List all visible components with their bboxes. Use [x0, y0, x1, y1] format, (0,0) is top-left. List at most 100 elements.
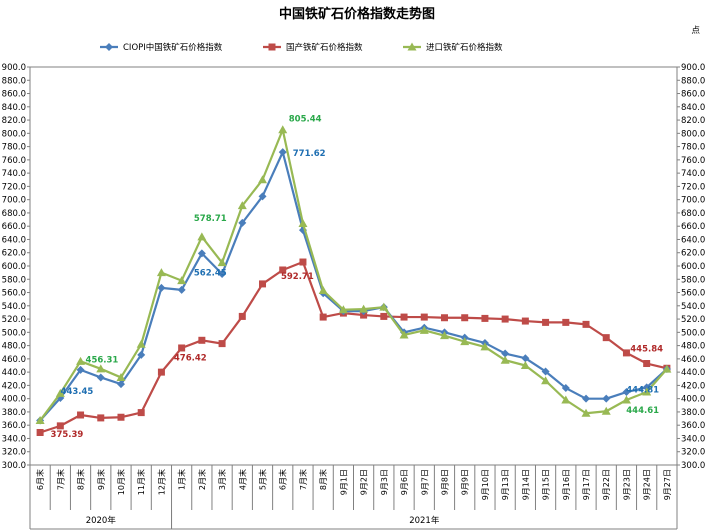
- legend: CIOPI中国铁矿石价格指数 国产铁矿石价格指数 进口铁矿石价格指数: [100, 42, 503, 53]
- x-tick-label: 3月末: [217, 469, 227, 490]
- data-point: [643, 360, 651, 368]
- data-point: [561, 395, 571, 404]
- y2-tick-label: 420.0: [681, 381, 705, 391]
- y2-tick-label: 880.0: [681, 76, 705, 86]
- y2-tick-label: 900.0: [681, 63, 705, 73]
- data-point: [359, 304, 369, 313]
- y-tick-label: 640.0: [2, 235, 26, 245]
- data-point: [541, 376, 551, 385]
- y-tick-label: 320.0: [2, 448, 26, 458]
- series-2: [35, 125, 672, 425]
- data-point: [217, 258, 227, 267]
- plot-area: [29, 66, 678, 466]
- y-tick-label: 460.0: [2, 355, 26, 365]
- x-tick-label: 9月15日: [542, 469, 551, 500]
- data-point: [218, 340, 226, 348]
- y2-tick-label: 480.0: [681, 342, 705, 352]
- x-tick-label: 8月末: [76, 469, 86, 490]
- data-point: [197, 232, 207, 241]
- data-point: [582, 320, 590, 328]
- data-point: [480, 342, 490, 351]
- data-point: [439, 331, 449, 340]
- x-tick-label: 9月2日: [360, 469, 369, 495]
- data-point: [601, 406, 611, 415]
- x-tick-label: 9月27日: [663, 469, 672, 500]
- y2-tick-label: 660.0: [681, 222, 705, 232]
- data-point: [461, 314, 469, 322]
- data-point: [521, 317, 529, 325]
- data-point: [622, 388, 631, 397]
- data-point: [136, 339, 146, 348]
- data-point: [197, 249, 206, 258]
- legend-label: 国产铁矿石价格指数: [286, 42, 363, 53]
- series-line: [39, 260, 668, 434]
- y-tick-label: 820.0: [2, 116, 26, 126]
- x-tick-label: 9月23日: [622, 469, 631, 500]
- data-point: [76, 356, 86, 365]
- data-point: [419, 325, 429, 334]
- data-point: [318, 286, 328, 295]
- data-point: [279, 266, 287, 274]
- data-point: [521, 354, 530, 363]
- x-tick-label: 9月1日: [339, 469, 348, 495]
- data-label: 592.71: [281, 272, 314, 282]
- data-point: [662, 364, 672, 373]
- data-label: 578.71: [194, 214, 227, 224]
- x-tick-label: 7月末: [55, 469, 65, 490]
- y-tick-label: 740.0: [2, 169, 26, 179]
- y-tick-label: 400.0: [2, 395, 26, 405]
- legend-item: 进口铁矿石价格指数: [403, 42, 503, 53]
- series-line: [39, 151, 668, 422]
- data-point: [76, 365, 85, 374]
- x-tick-label: 6月末: [35, 469, 45, 490]
- data-point: [400, 313, 408, 321]
- data-point: [542, 318, 550, 326]
- data-label: 375.39: [51, 430, 84, 440]
- x-tick-label: 9月10日: [481, 469, 490, 500]
- y2-tick-label: 740.0: [681, 169, 705, 179]
- y-tick-label: 340.0: [2, 434, 26, 444]
- y-tick-label: 800.0: [2, 129, 26, 139]
- data-point: [460, 337, 470, 346]
- data-point: [238, 312, 246, 320]
- series-0: [36, 148, 671, 425]
- x-tick-label: 9月24日: [643, 469, 652, 500]
- y2-tick-label: 340.0: [681, 434, 705, 444]
- data-point: [258, 192, 267, 201]
- x-tick-label: 9月13日: [501, 469, 510, 500]
- data-point: [198, 336, 206, 344]
- data-point: [137, 350, 146, 359]
- data-label: 771.62: [293, 149, 326, 159]
- data-point: [177, 276, 187, 285]
- y2-tick-label: 360.0: [681, 421, 705, 431]
- data-point: [177, 285, 186, 294]
- y-tick-label: 600.0: [2, 262, 26, 272]
- data-point: [501, 349, 510, 358]
- series-layer: [35, 125, 672, 436]
- data-label: 444.81: [626, 385, 659, 395]
- data-label: 476.42: [174, 353, 207, 363]
- y2-tick-label: 820.0: [681, 116, 705, 126]
- x-tick-label: 4月末: [237, 469, 247, 490]
- data-point: [501, 315, 509, 323]
- data-point: [157, 368, 165, 376]
- data-point: [96, 364, 106, 373]
- y-tick-label: 860.0: [2, 90, 26, 100]
- y-tick-label: 480.0: [2, 342, 26, 352]
- y2-tick-label: 600.0: [681, 262, 705, 272]
- data-point: [178, 344, 186, 352]
- x-tick-label: 9月16日: [562, 469, 571, 500]
- group-label: 2020年: [86, 515, 117, 526]
- data-point: [380, 312, 388, 320]
- y-tick-label: 780.0: [2, 143, 26, 153]
- y2-tick-label: 840.0: [681, 103, 705, 113]
- y-tick-label: 560.0: [2, 289, 26, 299]
- data-point: [116, 380, 125, 389]
- x-tick-label: 8月末: [318, 469, 328, 490]
- y2-tick-label: 320.0: [681, 448, 705, 458]
- x-tick-label: 9月14日: [521, 469, 530, 500]
- data-point: [237, 201, 247, 210]
- y-tick-label: 420.0: [2, 381, 26, 391]
- data-point: [440, 314, 448, 322]
- data-point: [420, 313, 428, 321]
